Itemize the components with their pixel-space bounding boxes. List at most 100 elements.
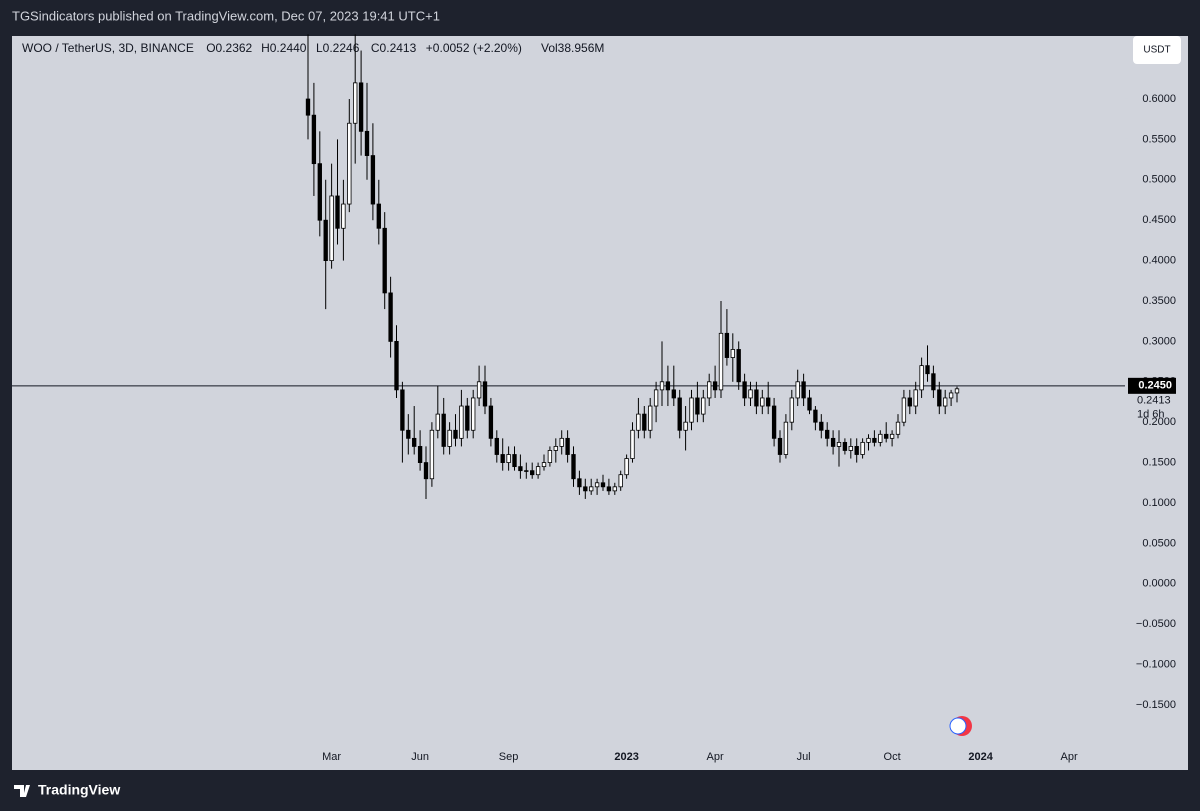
candle-body xyxy=(541,462,547,468)
candle-body xyxy=(836,441,842,447)
candle-body xyxy=(901,397,907,423)
candle-body xyxy=(884,433,889,439)
chart-area xyxy=(12,36,1188,770)
y-tick-label: −0.0500 xyxy=(1136,618,1176,630)
candle-body xyxy=(954,388,960,394)
candle-body xyxy=(842,441,848,451)
x-tick-label: Jul xyxy=(797,751,811,763)
currency-button[interactable] xyxy=(1133,36,1181,64)
candle-body xyxy=(441,413,446,447)
candle-body xyxy=(589,486,594,492)
ohlc-legend: O0.2362 H0.2440 L0.2246 C0.2413 +0.0052 (+2.… xyxy=(206,41,604,55)
candle-body xyxy=(618,474,623,488)
candle-body xyxy=(530,470,535,476)
candle-body xyxy=(724,332,730,358)
candle-body xyxy=(370,155,376,205)
y-tick-label: 0.3500 xyxy=(1142,295,1176,307)
x-tick-label: Apr xyxy=(1061,751,1078,763)
publish-note: TGSindicators published on TradingView.c… xyxy=(12,8,440,23)
candle-body xyxy=(583,486,588,492)
candle-body xyxy=(854,446,859,455)
candle-body xyxy=(453,429,458,439)
candle-body xyxy=(813,409,818,423)
candle-body xyxy=(742,381,747,399)
candle-body xyxy=(435,413,440,431)
candle-body xyxy=(429,429,435,480)
candle-body xyxy=(388,292,393,342)
candle-body xyxy=(907,397,912,407)
candle-body xyxy=(400,389,405,431)
legend-item: H0.2440 xyxy=(261,41,307,55)
candle-body xyxy=(872,437,877,443)
candle-body xyxy=(789,397,794,423)
candle-body xyxy=(760,397,765,407)
candle-body xyxy=(547,450,553,463)
candle-body xyxy=(347,122,352,205)
candle-body xyxy=(476,381,482,399)
candle-body xyxy=(943,397,948,407)
candle-body xyxy=(600,482,606,488)
candle-body xyxy=(518,466,523,472)
candle-body xyxy=(335,195,340,229)
candle-body xyxy=(459,405,464,439)
currency-label: USDT xyxy=(1143,45,1170,56)
legend-item: Vol38.956M xyxy=(541,41,604,55)
price-line-tag xyxy=(1128,377,1176,394)
candle-body xyxy=(795,381,800,399)
y-tick-label: 0.5000 xyxy=(1142,174,1176,186)
candle-body xyxy=(783,421,789,455)
candle-body xyxy=(524,470,529,472)
candle-body xyxy=(553,446,558,451)
candle-body xyxy=(707,381,712,399)
candle-body xyxy=(406,429,411,439)
candle-body xyxy=(919,365,924,391)
candle-body xyxy=(447,429,452,447)
candle-body xyxy=(701,397,706,415)
candle-body xyxy=(665,381,671,391)
candle-body xyxy=(412,437,417,447)
candle-body xyxy=(471,397,476,431)
x-tick-label: 2024 xyxy=(968,751,993,763)
candle-body xyxy=(565,437,570,455)
candle-body xyxy=(712,381,718,391)
y-tick-label: 0.4000 xyxy=(1142,255,1176,267)
candle-body xyxy=(748,389,753,399)
candle-body xyxy=(465,405,470,431)
x-tick-label: 2023 xyxy=(614,751,638,763)
candle-body xyxy=(689,397,694,423)
x-tick-label: Mar xyxy=(322,751,341,763)
x-tick-label: Jun xyxy=(411,751,429,763)
countdown: 1d 6h xyxy=(1137,409,1165,421)
candle-body xyxy=(777,437,783,455)
price-line-label: 0.2450 xyxy=(1138,380,1172,392)
candle-body xyxy=(624,458,629,476)
candle-body xyxy=(819,421,824,431)
candle-body xyxy=(866,437,871,443)
last-price-label: 0.2413 xyxy=(1137,395,1171,407)
y-tick-label: −0.1500 xyxy=(1136,699,1176,711)
y-tick-label: 0.2000 xyxy=(1142,416,1176,428)
candle-body xyxy=(506,454,511,463)
candle-body xyxy=(494,437,499,455)
candle-body xyxy=(736,349,741,383)
candle-body xyxy=(825,429,830,439)
candle-body xyxy=(653,389,659,407)
candle-body xyxy=(801,381,806,399)
candle-body xyxy=(329,195,334,262)
candle-body xyxy=(394,340,399,391)
y-tick-label: 0.0000 xyxy=(1142,578,1176,590)
candle-body xyxy=(925,365,930,375)
y-tick-label: −0.1000 xyxy=(1136,658,1176,670)
candle-body xyxy=(754,389,759,407)
candle-body xyxy=(311,114,317,165)
candle-body xyxy=(848,446,853,451)
candle-body xyxy=(830,437,836,447)
candle-body xyxy=(642,413,647,431)
candle-body xyxy=(677,397,682,431)
candle-body xyxy=(718,332,724,391)
candle-body xyxy=(353,82,358,124)
y-tick-label: 0.1000 xyxy=(1142,497,1176,509)
legend-item: O0.2362 xyxy=(206,41,252,55)
candle-body xyxy=(860,441,865,455)
